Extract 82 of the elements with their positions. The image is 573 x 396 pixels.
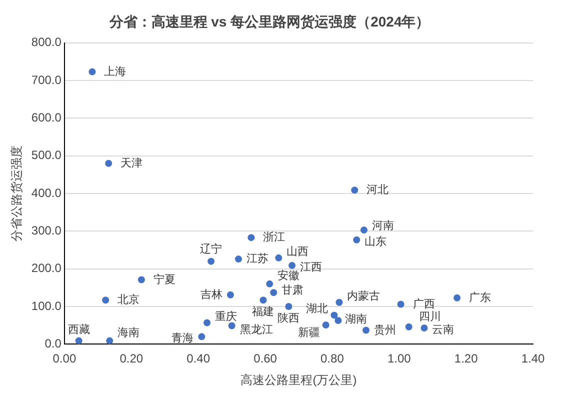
series-label: 云南 bbox=[432, 323, 454, 336]
point bbox=[234, 256, 242, 263]
y-tick-label: 600.0 bbox=[31, 110, 62, 124]
x-tick-label: 0.00 bbox=[52, 352, 76, 366]
series-label: 江西 bbox=[300, 261, 322, 274]
series-label: 福建 bbox=[252, 305, 274, 318]
x-tick-label: 1.00 bbox=[387, 352, 412, 366]
series-label: 西藏 bbox=[68, 322, 90, 336]
point bbox=[105, 160, 112, 167]
y-tick-label: 500.0 bbox=[31, 148, 62, 162]
point bbox=[270, 289, 278, 296]
point bbox=[351, 186, 358, 194]
point bbox=[353, 236, 360, 244]
point bbox=[454, 294, 461, 302]
y-axis-title: 分省公路货运强度 bbox=[10, 146, 24, 242]
point bbox=[248, 234, 255, 242]
series-label: 青海 bbox=[172, 332, 194, 345]
series-label: 天津 bbox=[120, 156, 143, 170]
point bbox=[102, 296, 110, 304]
series-label: 陕西 bbox=[278, 312, 300, 325]
series-label: 北京 bbox=[118, 293, 140, 306]
series-label: 广东 bbox=[469, 290, 492, 304]
series-label: 四川 bbox=[418, 310, 441, 323]
series-label: 重庆 bbox=[215, 310, 238, 323]
point bbox=[204, 319, 211, 326]
chart-title: 分省：高速里程 vs 每公里路网货运强度（2024年） bbox=[108, 13, 430, 30]
point bbox=[322, 321, 330, 328]
series-label: 吉林 bbox=[200, 288, 222, 301]
point bbox=[260, 296, 267, 304]
y-tick-label: 200.0 bbox=[31, 261, 62, 276]
point bbox=[334, 316, 342, 324]
series-label: 河北 bbox=[366, 183, 389, 196]
series-label: 宁夏 bbox=[153, 272, 176, 286]
series-label: 海南 bbox=[118, 326, 140, 339]
series-label: 浙江 bbox=[263, 230, 286, 244]
series-label: 新疆 bbox=[298, 326, 320, 340]
point bbox=[397, 300, 404, 308]
point bbox=[226, 291, 234, 298]
x-tick-label: 0.40 bbox=[186, 352, 210, 366]
x-tick-label: 0.80 bbox=[320, 352, 344, 366]
y-tick-label: 100.0 bbox=[31, 298, 62, 313]
x-tick-label: 0.60 bbox=[254, 352, 278, 366]
point bbox=[420, 324, 428, 332]
point bbox=[138, 276, 145, 284]
series-label: 湖南 bbox=[345, 312, 368, 326]
point bbox=[360, 226, 368, 234]
series-label: 辽宁 bbox=[200, 242, 222, 256]
series-label: 安徽 bbox=[278, 268, 300, 282]
series-label: 内蒙古 bbox=[347, 289, 380, 302]
series-label: 黑龙江 bbox=[240, 322, 273, 336]
point bbox=[198, 333, 206, 340]
point bbox=[266, 280, 274, 288]
series-label: 上海 bbox=[104, 64, 126, 78]
y-tick-label: 300.0 bbox=[31, 223, 62, 238]
y-tick-label: 800.0 bbox=[31, 35, 62, 50]
series-label: 贵州 bbox=[374, 323, 396, 336]
point bbox=[288, 262, 296, 269]
point bbox=[75, 337, 82, 344]
series-label: 江苏 bbox=[246, 252, 268, 266]
x-tick-label: 1.40 bbox=[521, 352, 545, 366]
x-axis-title: 高速公路里程(万公里) bbox=[240, 373, 357, 388]
point bbox=[336, 298, 343, 306]
series-label: 甘肃 bbox=[282, 284, 304, 297]
x-tick-label: 0.20 bbox=[120, 352, 144, 366]
point bbox=[88, 68, 96, 76]
point bbox=[330, 312, 338, 319]
series-label: 山西 bbox=[286, 244, 309, 258]
point bbox=[362, 326, 370, 334]
point bbox=[208, 258, 215, 265]
point bbox=[285, 303, 292, 310]
series-label: 山东 bbox=[364, 234, 387, 248]
series-label: 湖北 bbox=[306, 302, 328, 316]
series-label: 河南 bbox=[372, 219, 394, 232]
point bbox=[405, 323, 412, 330]
y-tick-label: 700.0 bbox=[31, 72, 62, 87]
series-label: 广西 bbox=[412, 297, 435, 310]
point bbox=[228, 322, 236, 330]
x-tick-label: 1.20 bbox=[454, 352, 478, 366]
y-tick-label: 0.0 bbox=[44, 336, 62, 351]
y-tick-label: 400.0 bbox=[31, 186, 62, 200]
point bbox=[106, 337, 114, 344]
point bbox=[275, 254, 282, 262]
